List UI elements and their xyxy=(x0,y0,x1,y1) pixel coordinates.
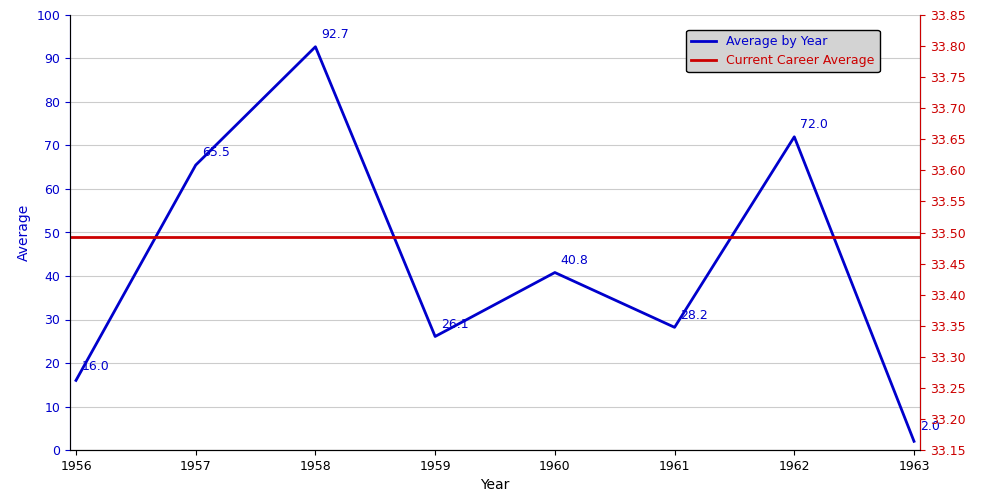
Average by Year xyxy=(70,378,82,384)
Average by Year xyxy=(190,162,202,168)
Legend: Average by Year, Current Career Average: Average by Year, Current Career Average xyxy=(686,30,880,72)
X-axis label: Year: Year xyxy=(480,478,510,492)
Average by Year xyxy=(669,324,681,330)
Text: 2.0: 2.0 xyxy=(920,420,940,434)
Average by Year xyxy=(908,438,920,444)
Average by Year xyxy=(309,44,321,50)
Text: 92.7: 92.7 xyxy=(321,28,349,41)
Text: 16.0: 16.0 xyxy=(82,360,110,372)
Text: 40.8: 40.8 xyxy=(561,254,589,267)
Line: Average by Year: Average by Year xyxy=(76,47,914,442)
Average by Year xyxy=(549,270,561,276)
Text: 28.2: 28.2 xyxy=(681,308,708,322)
Average by Year xyxy=(429,334,441,340)
Text: 26.1: 26.1 xyxy=(441,318,469,331)
Average by Year xyxy=(788,134,800,140)
Text: 72.0: 72.0 xyxy=(800,118,828,131)
Text: 65.5: 65.5 xyxy=(202,146,230,160)
Y-axis label: Average: Average xyxy=(17,204,31,261)
